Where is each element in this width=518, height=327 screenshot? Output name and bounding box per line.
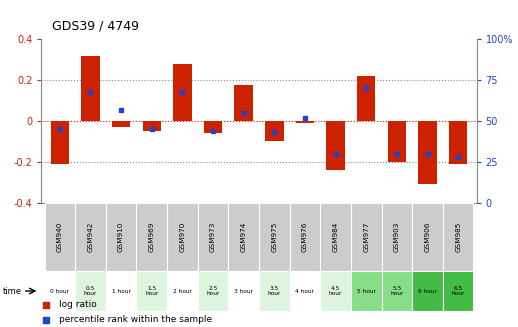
Bar: [296, 121, 314, 123]
Text: GDS39 / 4749: GDS39 / 4749: [52, 20, 139, 33]
Bar: [320, 203, 351, 271]
Text: GSM974: GSM974: [241, 222, 247, 252]
Text: 5 hour: 5 hour: [357, 288, 376, 294]
Text: GSM985: GSM985: [455, 222, 461, 252]
Text: 1.5
hour: 1.5 hour: [145, 286, 159, 296]
Text: 4.5
hour: 4.5 hour: [329, 286, 342, 296]
Bar: [173, 64, 192, 121]
Bar: [167, 271, 198, 311]
Text: 6.5
hour: 6.5 hour: [452, 286, 465, 296]
Bar: [382, 203, 412, 271]
Bar: [351, 203, 382, 271]
Bar: [320, 271, 351, 311]
Bar: [228, 203, 259, 271]
Text: percentile rank within the sample: percentile rank within the sample: [59, 315, 212, 324]
Bar: [106, 203, 136, 271]
Bar: [443, 203, 473, 271]
Text: log ratio: log ratio: [59, 301, 96, 309]
Text: GSM984: GSM984: [333, 222, 339, 252]
Text: GSM942: GSM942: [88, 222, 93, 252]
Text: 3.5
hour: 3.5 hour: [268, 286, 281, 296]
Text: 4 hour: 4 hour: [295, 288, 314, 294]
Bar: [259, 271, 290, 311]
Bar: [351, 271, 382, 311]
Text: 2 hour: 2 hour: [173, 288, 192, 294]
Text: GSM973: GSM973: [210, 222, 216, 252]
Bar: [443, 271, 473, 311]
Bar: [106, 271, 136, 311]
Text: GSM969: GSM969: [149, 222, 155, 252]
Bar: [112, 121, 131, 127]
Text: 2.5
hour: 2.5 hour: [206, 286, 220, 296]
Text: GSM940: GSM940: [57, 222, 63, 252]
Bar: [412, 271, 443, 311]
Text: 3 hour: 3 hour: [234, 288, 253, 294]
Bar: [136, 271, 167, 311]
Bar: [387, 121, 406, 162]
Text: 0.5
hour: 0.5 hour: [84, 286, 97, 296]
Text: GSM903: GSM903: [394, 222, 400, 252]
Text: GSM970: GSM970: [179, 222, 185, 252]
Bar: [259, 203, 290, 271]
Bar: [412, 203, 443, 271]
Bar: [357, 76, 376, 121]
Bar: [75, 203, 106, 271]
Bar: [45, 271, 75, 311]
Text: 0 hour: 0 hour: [50, 288, 69, 294]
Text: GSM975: GSM975: [271, 222, 277, 252]
Bar: [81, 56, 99, 121]
Bar: [228, 271, 259, 311]
Text: GSM906: GSM906: [425, 222, 430, 252]
Text: GSM977: GSM977: [363, 222, 369, 252]
Bar: [198, 203, 228, 271]
Text: GSM976: GSM976: [302, 222, 308, 252]
Bar: [51, 121, 69, 164]
Bar: [449, 121, 467, 164]
Bar: [290, 203, 320, 271]
Text: GSM910: GSM910: [118, 222, 124, 252]
Bar: [167, 203, 198, 271]
Bar: [326, 121, 345, 170]
Bar: [204, 121, 222, 133]
Bar: [235, 85, 253, 121]
Text: time: time: [3, 286, 22, 296]
Bar: [198, 271, 228, 311]
Bar: [136, 203, 167, 271]
Bar: [75, 271, 106, 311]
Bar: [382, 271, 412, 311]
Bar: [419, 121, 437, 184]
Bar: [265, 121, 283, 141]
Bar: [45, 203, 75, 271]
Text: 1 hour: 1 hour: [112, 288, 131, 294]
Bar: [290, 271, 320, 311]
Text: 6 hour: 6 hour: [418, 288, 437, 294]
Text: 5.5
hour: 5.5 hour: [390, 286, 404, 296]
Bar: [142, 121, 161, 131]
